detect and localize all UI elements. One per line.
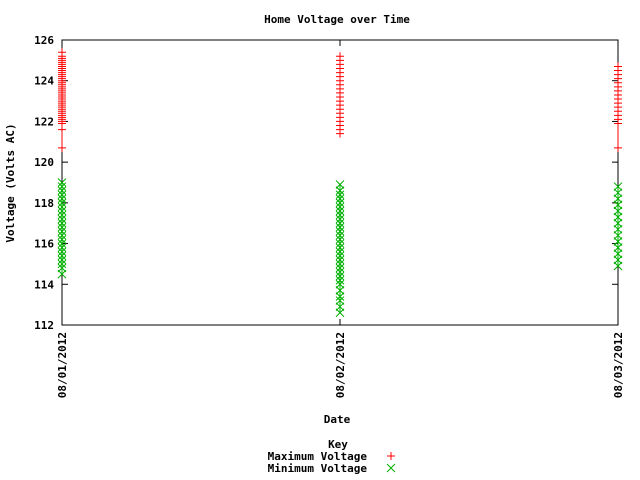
- min-voltage-point: [335, 202, 345, 212]
- y-tick-label: 124: [34, 75, 54, 88]
- min-voltage-point: [57, 269, 67, 279]
- min-voltage-point: [335, 296, 345, 305]
- min-voltage-point: [57, 247, 67, 257]
- min-voltage-point: [335, 231, 345, 240]
- legend-entry-label: Minimum Voltage: [268, 462, 368, 475]
- min-voltage-point: [57, 222, 67, 232]
- x-tick-label: 08/03/2012: [612, 332, 625, 398]
- min-voltage-point: [335, 243, 345, 252]
- min-voltage-point: [57, 186, 67, 195]
- min-voltage-point: [335, 239, 345, 248]
- min-voltage-point: [57, 255, 67, 265]
- min-voltage-point: [57, 251, 67, 261]
- max-voltage-point: [614, 143, 622, 152]
- min-voltage-point: [335, 227, 345, 236]
- min-voltage-point: [57, 210, 67, 220]
- min-voltage-point: [335, 308, 345, 318]
- min-voltage-point: [613, 231, 623, 240]
- legend-cross-marker: [386, 463, 396, 473]
- min-voltage-point: [613, 182, 623, 191]
- min-voltage-point: [335, 279, 345, 289]
- min-voltage-point: [57, 202, 67, 212]
- data-points: [57, 48, 623, 318]
- min-voltage-point: [335, 190, 345, 200]
- min-voltage-point: [57, 263, 67, 273]
- min-voltage-point: [57, 178, 67, 187]
- y-tick-label: 114: [34, 278, 54, 291]
- min-voltage-point: [613, 249, 623, 259]
- min-voltage-point: [335, 186, 345, 195]
- min-voltage-point: [335, 251, 345, 261]
- min-voltage-point: [335, 210, 345, 220]
- min-voltage-point: [335, 271, 345, 281]
- min-voltage-point: [335, 235, 345, 244]
- min-voltage-point: [57, 243, 67, 252]
- min-voltage-point: [613, 188, 623, 198]
- min-voltage-point: [335, 267, 345, 277]
- x-tick-label: 08/01/2012: [56, 332, 69, 398]
- max-voltage-point: [614, 62, 622, 71]
- min-voltage-point: [57, 206, 67, 216]
- min-voltage-point: [613, 206, 623, 216]
- min-voltage-point: [335, 206, 345, 216]
- chart-title: Home Voltage over Time: [264, 13, 410, 26]
- min-voltage-point: [57, 194, 67, 204]
- legend-entry-label: Maximum Voltage: [268, 450, 368, 463]
- min-voltage-point: [57, 198, 67, 208]
- y-tick-label: 120: [34, 156, 54, 169]
- min-voltage-point: [57, 214, 67, 224]
- min-voltage-point: [57, 190, 67, 200]
- min-voltage-point: [335, 194, 345, 204]
- min-voltage-point: [613, 261, 623, 271]
- min-voltage-point: [57, 235, 67, 244]
- min-voltage-point: [335, 292, 345, 301]
- min-voltage-point: [57, 239, 67, 248]
- min-voltage-point: [335, 247, 345, 257]
- min-voltage-point: [335, 286, 345, 295]
- min-voltage-point: [613, 212, 623, 222]
- min-voltage-point: [613, 243, 623, 252]
- min-voltage-point: [613, 194, 623, 204]
- min-voltage-point: [335, 259, 345, 269]
- y-tick-label: 112: [34, 319, 54, 332]
- min-voltage-point: [335, 275, 345, 285]
- min-voltage-point: [613, 224, 623, 234]
- y-tick-label: 116: [34, 238, 54, 251]
- min-voltage-point: [613, 200, 623, 210]
- min-voltage-point: [57, 259, 67, 269]
- min-voltage-point: [57, 182, 67, 191]
- min-voltage-point: [335, 214, 345, 224]
- min-voltage-point: [613, 255, 623, 265]
- max-voltage-point: [336, 52, 344, 61]
- min-voltage-point: [335, 263, 345, 273]
- min-voltage-point: [335, 222, 345, 232]
- y-tick-label: 126: [34, 34, 54, 47]
- min-voltage-point: [57, 218, 67, 228]
- min-voltage-point: [335, 302, 345, 312]
- min-voltage-point: [57, 227, 67, 236]
- min-voltage-point: [613, 237, 623, 246]
- x-tick-label: 08/02/2012: [334, 332, 347, 398]
- y-axis-label: Voltage (Volts AC): [4, 123, 17, 242]
- legend-plus-marker: [387, 452, 395, 460]
- min-voltage-point: [335, 180, 345, 189]
- y-axis: 112 114 116 118 120 122 124 126: [34, 34, 618, 332]
- min-voltage-point: [335, 255, 345, 265]
- max-voltage-point: [58, 143, 66, 152]
- min-voltage-point: [613, 218, 623, 228]
- legend-title: Key: [328, 438, 348, 451]
- min-voltage-point: [335, 218, 345, 228]
- y-tick-label: 118: [34, 197, 54, 210]
- max-voltage-point: [58, 48, 66, 57]
- y-tick-label: 122: [34, 115, 54, 128]
- min-voltage-point: [335, 198, 345, 208]
- x-axis-label: Date: [324, 413, 351, 426]
- x-axis: 08/01/2012 08/02/2012 08/03/2012: [56, 40, 625, 398]
- min-voltage-point: [57, 231, 67, 240]
